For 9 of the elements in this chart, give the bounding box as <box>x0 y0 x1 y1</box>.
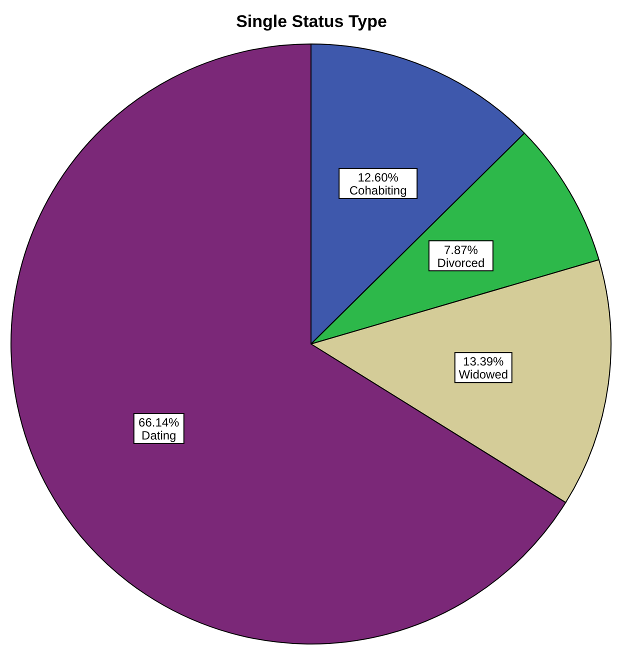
data-label: 7.87% <box>444 242 478 257</box>
chart-title: Single Status Type <box>235 11 388 33</box>
slice-label: Widowed <box>458 368 508 382</box>
data-label: 13.39% <box>463 354 504 369</box>
slice-label: Dating <box>142 428 176 442</box>
slice-label: Cohabiting <box>349 183 407 198</box>
data-label: 12.60% <box>358 170 399 184</box>
slice-label: Divorced <box>437 256 485 270</box>
data-label: 66.14% <box>138 415 180 430</box>
